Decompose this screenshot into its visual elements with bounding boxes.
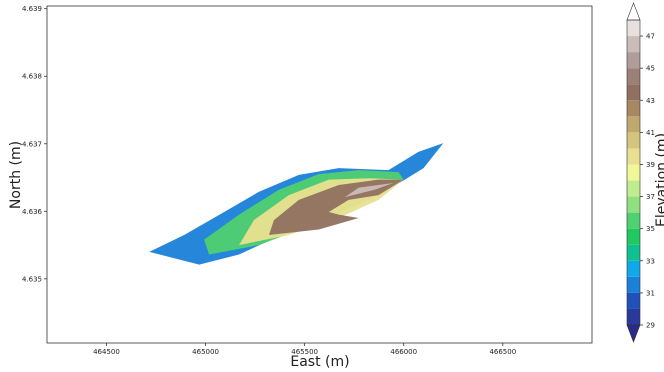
colorbar-band	[627, 180, 640, 197]
colorbar-band	[627, 20, 640, 37]
colorbar-tick-label: 37	[646, 193, 655, 201]
colorbar-tick-label: 43	[646, 97, 655, 105]
colorbar-band	[627, 164, 640, 181]
colorbar-band	[627, 132, 640, 149]
colorbar-band	[627, 52, 640, 69]
colorbar-tick-label: 45	[646, 65, 655, 73]
colorbar-label: Elevation (m)	[654, 133, 664, 227]
colorbar-band	[627, 36, 640, 53]
x-tick-label: 465000	[192, 348, 219, 356]
plot-frame	[46, 5, 593, 344]
colorbar-band	[627, 84, 640, 101]
contour-region	[344, 182, 394, 198]
colorbar-tick-label: 39	[646, 161, 655, 169]
colorbar-band	[627, 116, 640, 133]
x-tick-label: 466500	[489, 348, 516, 356]
colorbar-tick-label: 33	[646, 257, 655, 265]
colorbar-tick-label: 35	[646, 225, 655, 233]
colorbar-band	[627, 148, 640, 165]
colorbar-band	[627, 276, 640, 293]
y-axis-label: North (m)	[8, 141, 24, 209]
colorbar-extend-high	[626, 2, 641, 21]
y-tick-label: 4.638	[22, 73, 42, 81]
y-tick-label: 4.637	[22, 140, 42, 148]
colorbar-band	[627, 68, 640, 85]
colorbar-band	[627, 212, 640, 229]
y-tick-label: 4.636	[22, 208, 43, 216]
colorbar-band	[627, 228, 640, 245]
y-tick-label: 4.639	[22, 5, 42, 13]
colorbar-band	[627, 292, 640, 309]
colorbar-tick-label: 41	[646, 129, 655, 137]
colorbar-extend-low	[626, 324, 641, 343]
x-axis-label: East (m)	[290, 354, 349, 370]
colorbar-band	[627, 100, 640, 117]
contour-region	[268, 179, 404, 235]
colorbar-tick-label: 29	[646, 322, 655, 330]
colorbar-band	[627, 260, 640, 277]
colorbar-tick-label: 31	[646, 289, 655, 297]
colorbar-tick-label: 47	[646, 33, 655, 41]
colorbar-frame	[626, 19, 641, 326]
colorbar-band	[627, 196, 640, 213]
x-tick-label: 465500	[291, 348, 318, 356]
colorbar-band	[627, 244, 640, 261]
y-tick-label: 4.635	[22, 275, 42, 283]
colorbar-band	[627, 308, 640, 325]
x-tick-label: 464500	[93, 348, 120, 356]
x-tick-label: 466000	[390, 348, 417, 356]
